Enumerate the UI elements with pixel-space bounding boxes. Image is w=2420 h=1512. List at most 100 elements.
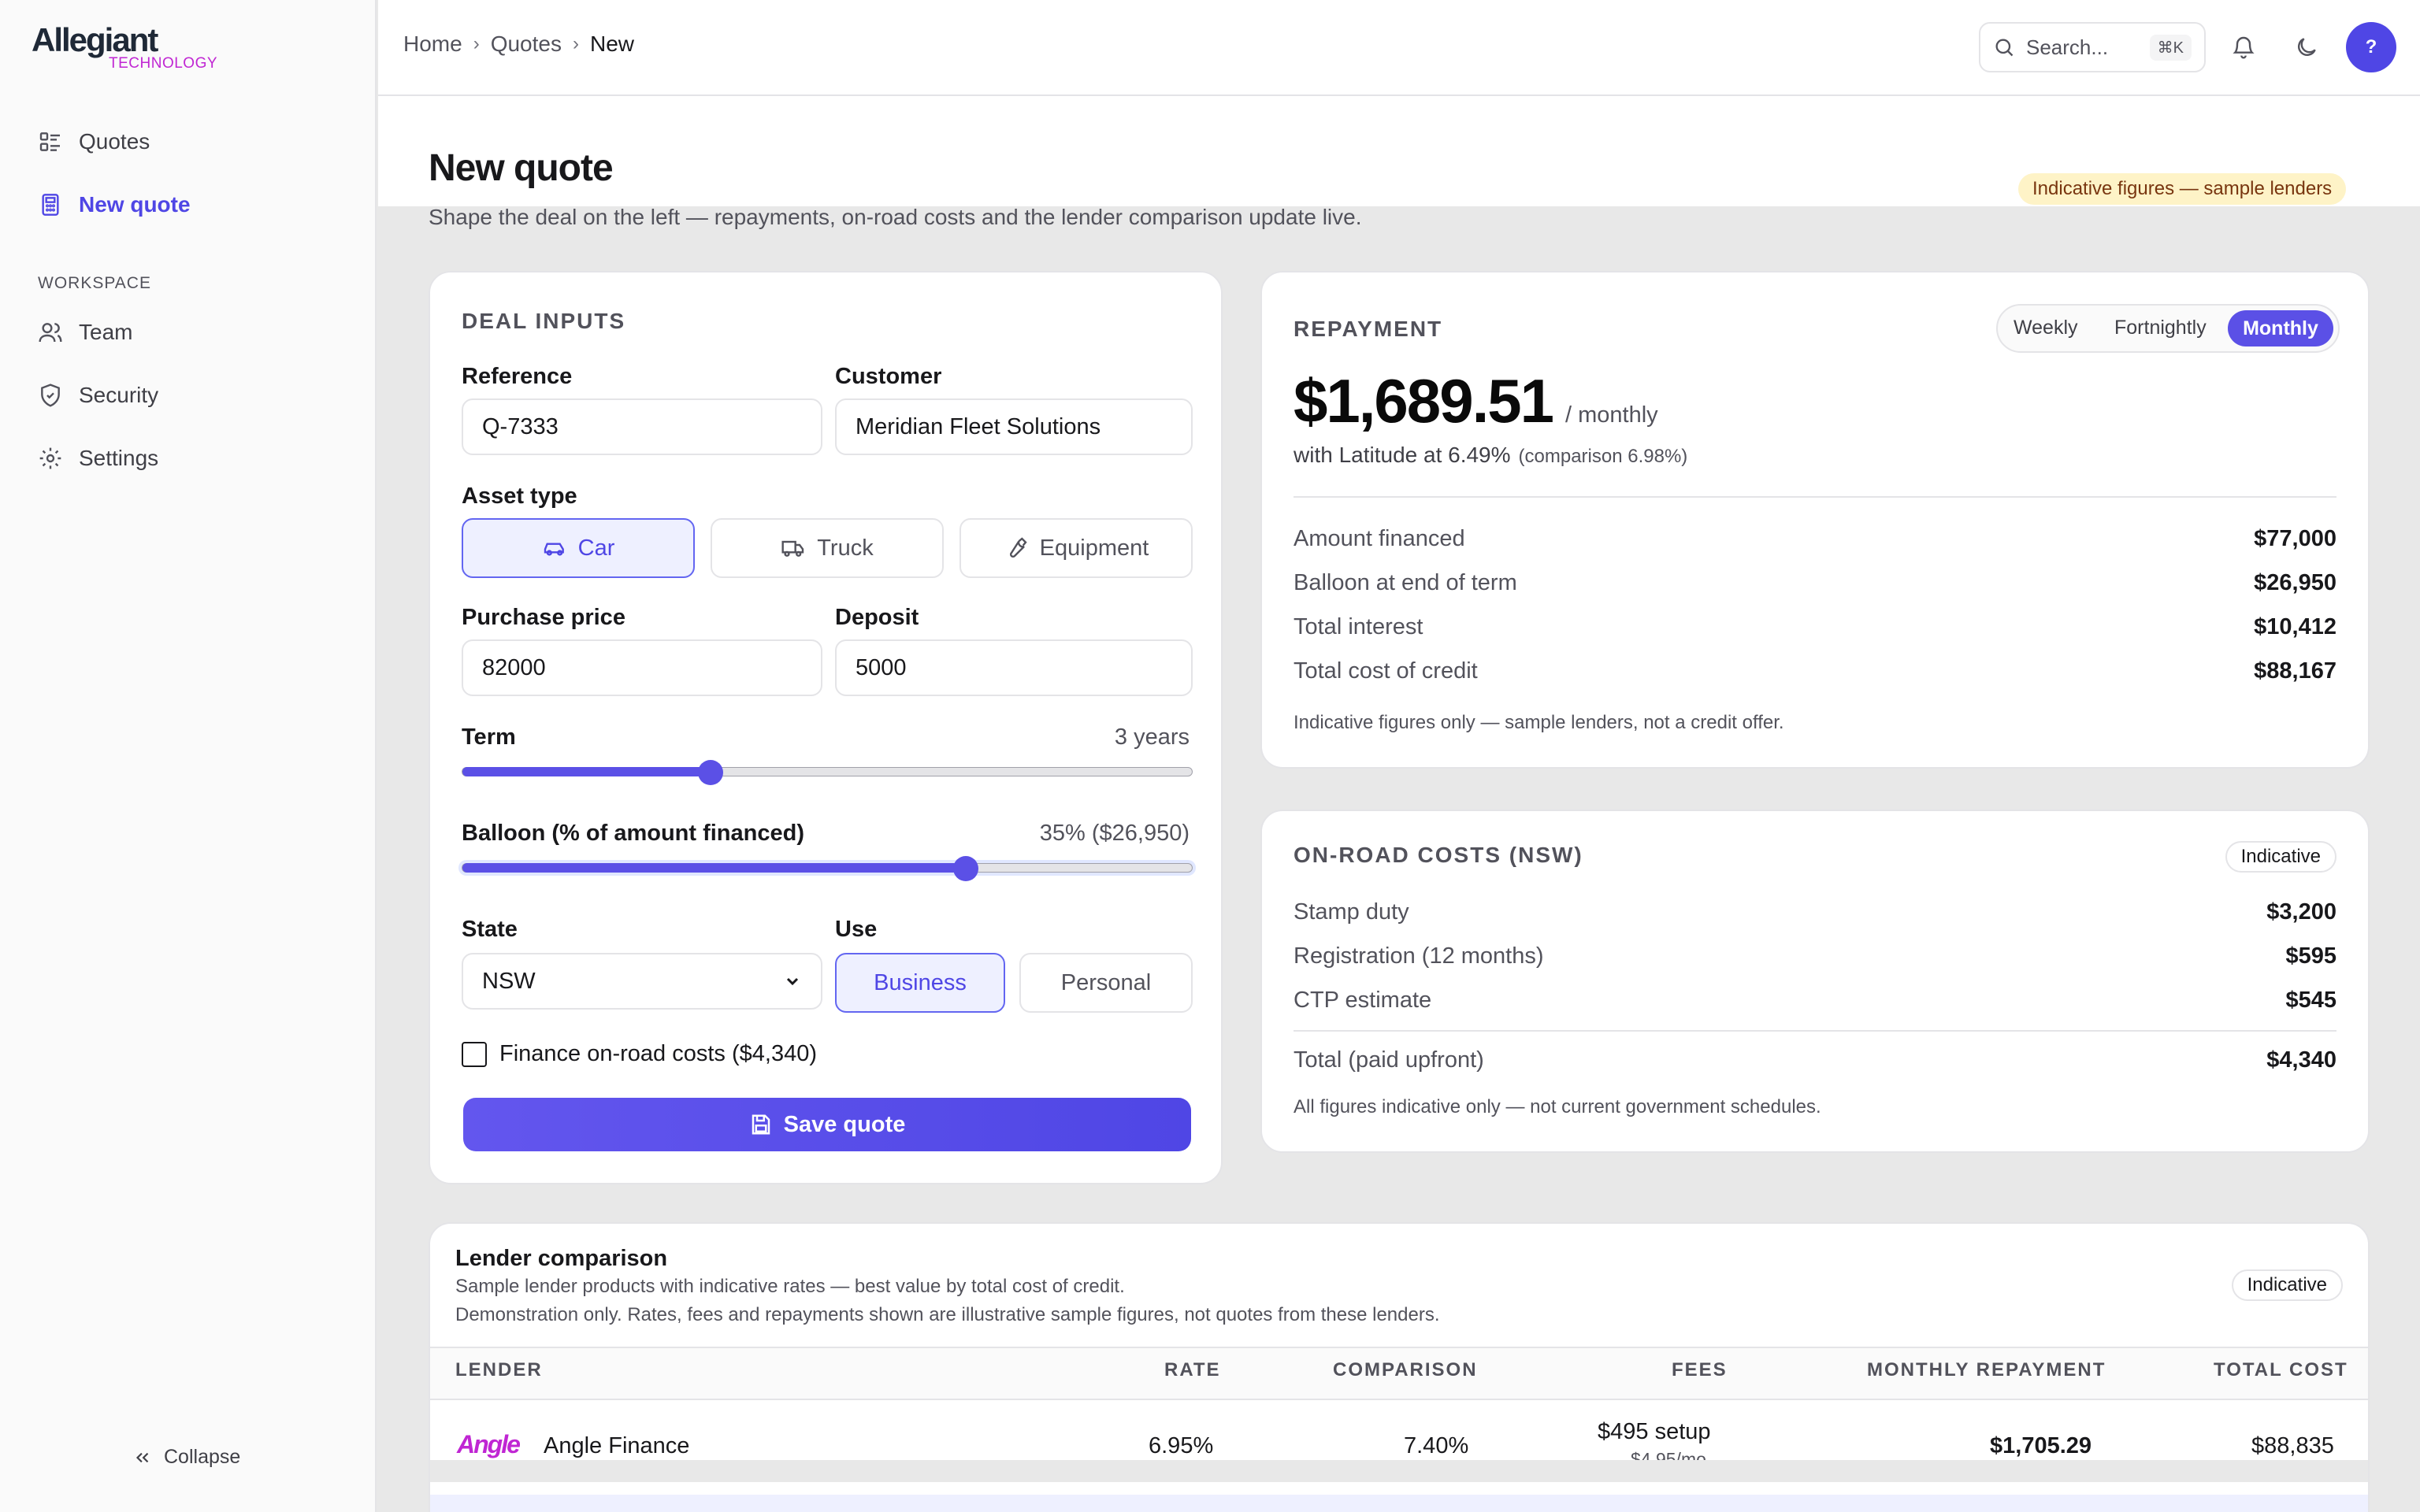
term-slider-thumb[interactable] [697,760,723,785]
purchase-price-label: Purchase price [462,605,625,630]
column-monthly-repayment[interactable]: MONTHLY REPAYMENT [1867,1359,2106,1380]
sidebar-item-security[interactable]: Security [38,373,158,417]
bell-icon [2233,36,2255,59]
breadcrumb-quotes[interactable]: Quotes [490,32,562,56]
deal-inputs-heading: DEAL INPUTS [462,309,626,333]
repayment-card: REPAYMENT Weekly Fortnightly Monthly $1,… [1260,271,2370,769]
onroad-total-value: $4,340 [2266,1047,2336,1073]
state-label: State [462,917,518,942]
users-icon [39,323,62,343]
balloon-slider-fill [462,863,966,873]
column-rate[interactable]: RATE [1164,1359,1221,1380]
save-quote-label: Save quote [783,1111,906,1137]
notifications-button[interactable] [2226,30,2261,65]
balloon-value: 35% ($26,950) [1039,821,1190,846]
onroad-row: Registration (12 months) $595 [1294,943,2336,969]
save-quote-button[interactable]: Save quote [463,1098,1191,1151]
search-icon [1995,39,2014,57]
brand-name: Allegiant [32,21,158,58]
column-lender[interactable]: LENDER [455,1359,543,1380]
deal-inputs-card: DEAL INPUTS Reference Q-7333 Customer Me… [429,271,1223,1184]
asset-truck-button[interactable]: Truck [711,518,944,578]
use-business-label: Business [874,969,967,995]
table-row[interactable]: Angle Angle Finance 6.95% 7.40% $495 set… [430,1399,2368,1485]
sidebar-item-new-quote[interactable]: New quote [38,183,191,227]
sidebar-item-label: Quotes [79,129,150,154]
finance-onroad-label: Finance on-road costs ($4,340) [499,1041,817,1066]
repayment-comparison: (comparison 6.98%) [1518,446,1688,467]
search-shortcut: ⌘K [2149,34,2192,61]
asset-car-button[interactable]: Car [462,518,695,578]
asset-truck-label: Truck [817,535,874,561]
reference-label: Reference [462,364,573,389]
column-total-cost[interactable]: TOTAL COST [2214,1359,2348,1380]
wrench-icon [1009,537,1027,558]
onroad-note: All figures indicative only — not curren… [1294,1096,1821,1117]
column-comparison[interactable]: COMPARISON [1333,1359,1478,1380]
car-icon [544,543,564,556]
term-value: 3 years [1114,724,1190,750]
repayment-summary: Amount financed $77,000 Balloon at end of… [1294,526,2336,715]
use-business-button[interactable]: Business [835,953,1005,1013]
state-select[interactable]: NSW [462,953,822,1010]
use-personal-label: Personal [1060,969,1152,995]
onroad-key: Registration (12 months) [1294,943,1544,969]
lender-comparison-disclaimer: Demonstration only. Rates, fees and repa… [455,1304,1440,1325]
theme-toggle-button[interactable] [2289,30,2324,65]
asset-equipment-button[interactable]: Equipment [959,518,1193,578]
sidebar-item-label: New quote [79,192,191,217]
repayment-note: Indicative figures only — sample lenders… [1294,712,1784,733]
onroad-row: Stamp duty $3,200 [1294,899,2336,925]
freq-monthly-button[interactable]: Monthly [2228,310,2333,346]
sidebar-item-label: Settings [79,446,159,470]
lender-logo: Angle [457,1430,521,1458]
breadcrumb-home[interactable]: Home [403,32,462,56]
sidebar-section-workspace: WORKSPACE [38,274,151,292]
chevron-right-icon: › [572,33,579,54]
search-input[interactable]: Search... ⌘K [1979,22,2206,72]
onroad-total-row: Total (paid upfront) $4,340 [1294,1047,2336,1073]
lender-name: Angle Finance [544,1433,690,1458]
search-placeholder: Search... [2026,35,2109,59]
lender-comparison-rate: 7.40% [1404,1433,1469,1458]
freq-fortnightly-button[interactable]: Fortnightly [2114,317,2207,339]
indicative-notice: Indicative figures — sample lenders [2018,173,2347,205]
use-personal-button[interactable]: Personal [1019,953,1193,1013]
term-slider[interactable] [462,760,1193,785]
finance-onroad-checkbox-row[interactable]: Finance on-road costs ($4,340) [462,1041,817,1067]
lender-total: $88,835 [2251,1433,2334,1458]
reference-input[interactable]: Q-7333 [462,398,822,455]
balloon-slider[interactable] [462,856,1193,881]
deposit-input[interactable]: 5000 [835,639,1193,696]
onroad-total-key: Total (paid upfront) [1294,1047,1484,1073]
use-label: Use [835,917,878,942]
onroad-badge: Indicative [2225,841,2336,873]
truck-icon [781,540,804,557]
breadcrumb-current: New [589,32,634,56]
avatar[interactable]: ? [2346,22,2396,72]
purchase-price-input[interactable]: 82000 [462,639,822,696]
onroad-value: $545 [2285,988,2336,1013]
summary-key: Balloon at end of term [1294,570,1517,595]
summary-row: Amount financed $77,000 [1294,526,2336,552]
repayment-lender-row: with Latitude at 6.49% (comparison 6.98%… [1294,443,1687,468]
brand-logo[interactable]: Allegiant TECHNOLOGY [32,21,217,72]
sidebar-item-settings[interactable]: Settings [38,436,158,480]
term-slider-fill [462,767,711,776]
summary-value: $77,000 [2254,526,2336,551]
repayment-amount-row: $1,689.51 / monthly [1294,365,1658,437]
page-title: New quote [429,147,614,189]
table-row-highlight[interactable] [430,1495,2368,1512]
sidebar-item-team[interactable]: Team [38,310,132,354]
asset-equipment-label: Equipment [1039,535,1149,561]
summary-row: Total cost of credit $88,167 [1294,658,2336,684]
collapse-button[interactable]: Collapse [132,1446,240,1469]
finance-onroad-checkbox[interactable] [462,1041,487,1067]
balloon-slider-thumb[interactable] [952,856,978,881]
summary-row: Total interest $10,412 [1294,614,2336,640]
lender-badge: Indicative [2231,1269,2343,1301]
sidebar-item-quotes[interactable]: Quotes [38,120,150,164]
customer-input[interactable]: Meridian Fleet Solutions [835,398,1193,455]
column-fees[interactable]: FEES [1672,1359,1728,1380]
freq-weekly-button[interactable]: Weekly [2014,317,2078,339]
